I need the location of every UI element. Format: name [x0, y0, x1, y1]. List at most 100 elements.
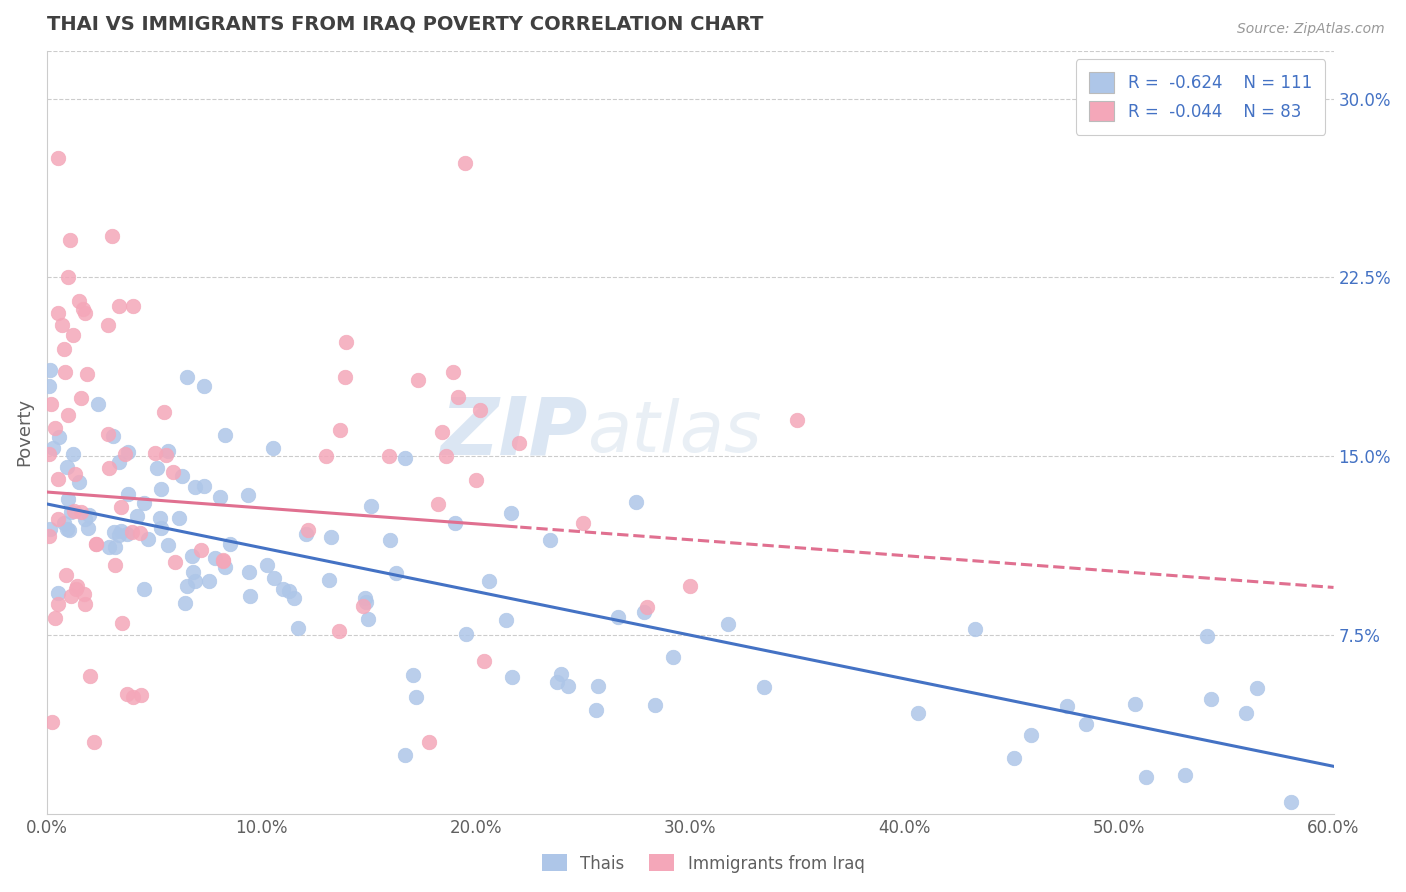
Point [97, 426, 120, 441]
Point [108, 299, 131, 313]
Point [62, 328, 84, 343]
Point [53, 342, 76, 356]
Point [297, 523, 319, 537]
Point [150, 482, 173, 496]
Point [357, 612, 380, 626]
Point [162, 465, 184, 479]
Point [67, 294, 90, 309]
Point [108, 455, 131, 469]
Point [354, 595, 377, 609]
Point [110, 524, 132, 538]
Point [318, 574, 340, 588]
Point [41, 714, 63, 729]
Point [121, 690, 143, 705]
Point [271, 582, 294, 597]
Point [1123, 697, 1146, 711]
Point [38, 447, 60, 461]
Point [58, 270, 80, 285]
Point [60, 589, 83, 603]
Point [134, 582, 156, 597]
Point [679, 579, 702, 593]
Point [384, 566, 406, 581]
Point [121, 299, 143, 313]
Legend: Thais, Immigrants from Iraq: Thais, Immigrants from Iraq [534, 847, 872, 880]
Point [46, 472, 69, 486]
Point [73, 586, 96, 600]
Point [41, 441, 63, 455]
Point [108, 528, 131, 542]
Point [454, 627, 477, 641]
Point [472, 654, 495, 668]
Point [51, 318, 73, 332]
Point [662, 649, 685, 664]
Point [76, 521, 98, 535]
Point [430, 425, 453, 440]
Point [73, 512, 96, 526]
Point [155, 448, 177, 462]
Point [283, 591, 305, 605]
Point [1135, 771, 1157, 785]
Point [128, 525, 150, 540]
Point [434, 450, 457, 464]
Point [378, 449, 401, 463]
Point [328, 624, 350, 638]
Point [499, 506, 522, 520]
Point [546, 674, 568, 689]
Point [441, 365, 464, 379]
Point [406, 373, 429, 387]
Point [262, 441, 284, 455]
Text: atlas: atlas [588, 398, 762, 467]
Point [295, 527, 318, 541]
Point [55, 460, 77, 475]
Point [77, 508, 100, 523]
Point [66, 579, 89, 593]
Point [585, 703, 607, 717]
Point [46, 597, 69, 611]
Point [172, 469, 194, 483]
Point [190, 542, 212, 557]
Point [427, 497, 450, 511]
Point [46, 512, 69, 526]
Point [572, 516, 595, 530]
Point [46, 151, 69, 165]
Point [354, 591, 377, 605]
Point [101, 229, 124, 244]
Point [76, 367, 98, 381]
Point [60, 505, 83, 519]
Point [103, 525, 125, 540]
Point [181, 549, 204, 564]
Point [136, 533, 159, 547]
Point [55, 568, 77, 582]
Point [38, 529, 60, 543]
Point [84, 537, 107, 551]
Point [335, 334, 357, 349]
Point [58, 408, 80, 422]
Point [53, 516, 76, 531]
Point [111, 615, 134, 630]
Point [198, 574, 221, 588]
Point [110, 500, 132, 515]
Point [214, 560, 236, 574]
Point [212, 553, 235, 567]
Point [117, 486, 139, 500]
Point [125, 508, 148, 523]
Point [129, 688, 152, 702]
Point [360, 499, 382, 513]
Point [183, 574, 205, 588]
Point [287, 621, 309, 635]
Point [56, 522, 79, 536]
Point [39, 397, 62, 411]
Point [333, 370, 356, 384]
Y-axis label: Poverty: Poverty [15, 399, 32, 467]
Point [146, 460, 169, 475]
Point [238, 488, 260, 502]
Point [557, 680, 579, 694]
Point [156, 538, 179, 552]
Point [1279, 795, 1302, 809]
Legend: R =  -0.624    N = 111, R =  -0.044    N = 83: R = -0.624 N = 111, R = -0.044 N = 83 [1076, 59, 1326, 135]
Point [263, 571, 285, 585]
Point [86, 537, 108, 551]
Point [65, 467, 87, 482]
Point [193, 379, 215, 393]
Point [62, 447, 84, 461]
